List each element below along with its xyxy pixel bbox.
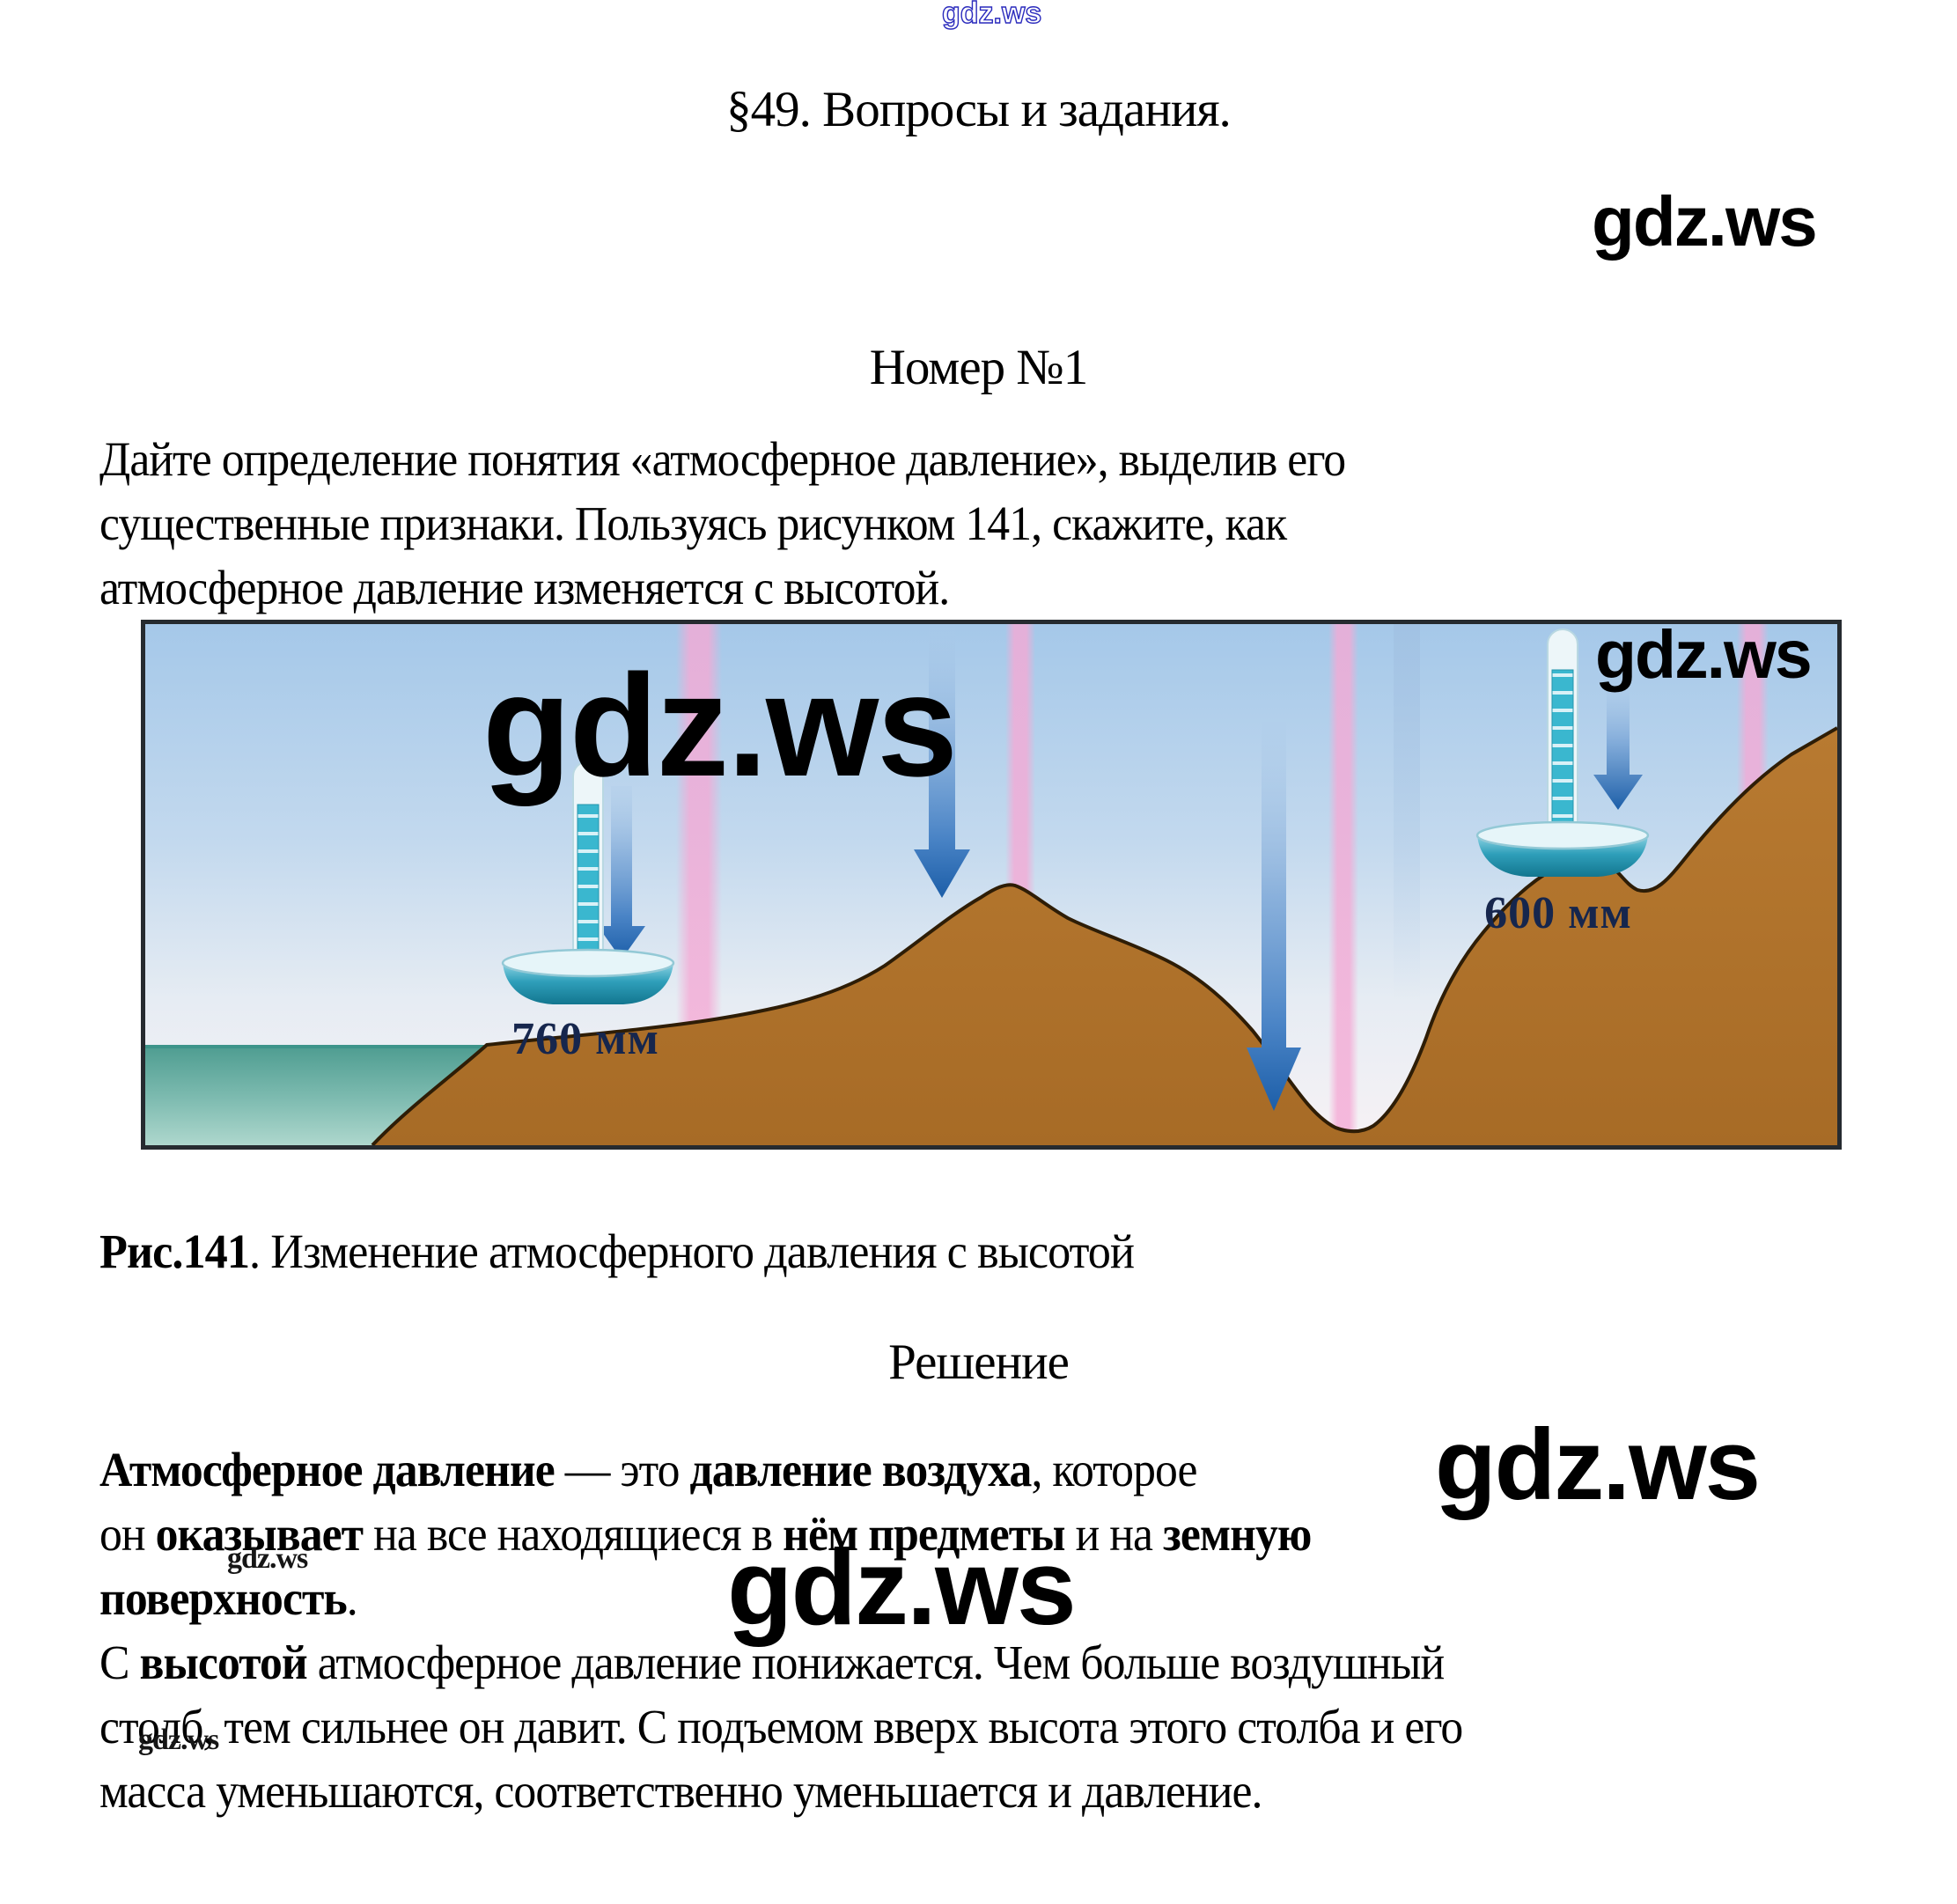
barometer-dish-rim: [501, 948, 675, 978]
pressure-label-mountain: 600 мм: [1484, 888, 1632, 938]
watermark-top: gdz.ws: [941, 0, 1042, 31]
sea-surface-line: [145, 1045, 502, 1048]
pressure-arrow-summit: [1593, 687, 1643, 810]
pressure-arrow-sea-level: [598, 786, 645, 959]
watermark-answer-right: gdz.ws: [1435, 1409, 1761, 1521]
text-line: Атмосферное давление — это давление возд…: [99, 1443, 1197, 1496]
question-text: Дайте определение понятия «атмосферное д…: [99, 427, 1346, 620]
task-heading: Номер №1: [869, 340, 1089, 395]
figure-atmospheric-pressure: 760 мм 600 мм: [141, 620, 1842, 1150]
pressure-column-stripe-3: [1328, 624, 1358, 1135]
text-line: поверхность.: [99, 1571, 358, 1625]
text-line: Рис.141. Изменение атмосферного давления…: [99, 1224, 1135, 1278]
barometer-mercury-column: [577, 804, 600, 966]
text-line: масса уменьшаются, соответственно уменьш…: [99, 1764, 1262, 1818]
barometer-sea-level: 760 мм: [501, 761, 675, 1064]
text-line: Дайте определение понятия «атмосферное д…: [99, 432, 1346, 486]
watermark-figure-left: gdz.ws: [482, 644, 958, 806]
pressure-label-sea-level: 760 мм: [511, 1014, 659, 1064]
air-column-band: [1394, 624, 1420, 1003]
barometer-mountain: 600 мм: [1475, 629, 1650, 938]
watermark-small-2: gdz.ws: [138, 1724, 219, 1756]
mountain-terrain: [372, 728, 1837, 1145]
text-line: существенные признаки. Пользуясь рисунко…: [99, 496, 1287, 550]
text-line: столб, тем сильнее он давит. С подъемом …: [99, 1700, 1463, 1753]
figure-caption: Рис.141. Изменение атмосферного давления…: [99, 1224, 1135, 1279]
text-line: С высотой атмосферное давление понижаетс…: [99, 1636, 1445, 1689]
barometer-dish-rim: [1475, 820, 1650, 850]
answer-text: Атмосферное давление — это давление возд…: [99, 1437, 1463, 1823]
pressure-arrow-mid-mountain: [914, 624, 970, 898]
figure-illustration: 760 мм 600 мм: [145, 624, 1837, 1145]
pressure-arrow-valley: [1247, 722, 1301, 1111]
solution-heading: Решение: [888, 1334, 1070, 1390]
watermark-small-1: gdz.ws: [227, 1542, 308, 1575]
text-line: он оказывает на все находящиеся в нём пр…: [99, 1507, 1312, 1561]
watermark-figure-right: gdz.ws: [1595, 617, 1813, 693]
barometer-mercury-column: [1551, 669, 1574, 838]
watermark-answer-center: gdz.ws: [727, 1527, 1077, 1647]
page-title: §49. Вопросы и задания.: [726, 82, 1232, 137]
text-line: атмосферное давление изменяется с высото…: [99, 561, 950, 614]
watermark-header-right: gdz.ws: [1592, 182, 1818, 261]
